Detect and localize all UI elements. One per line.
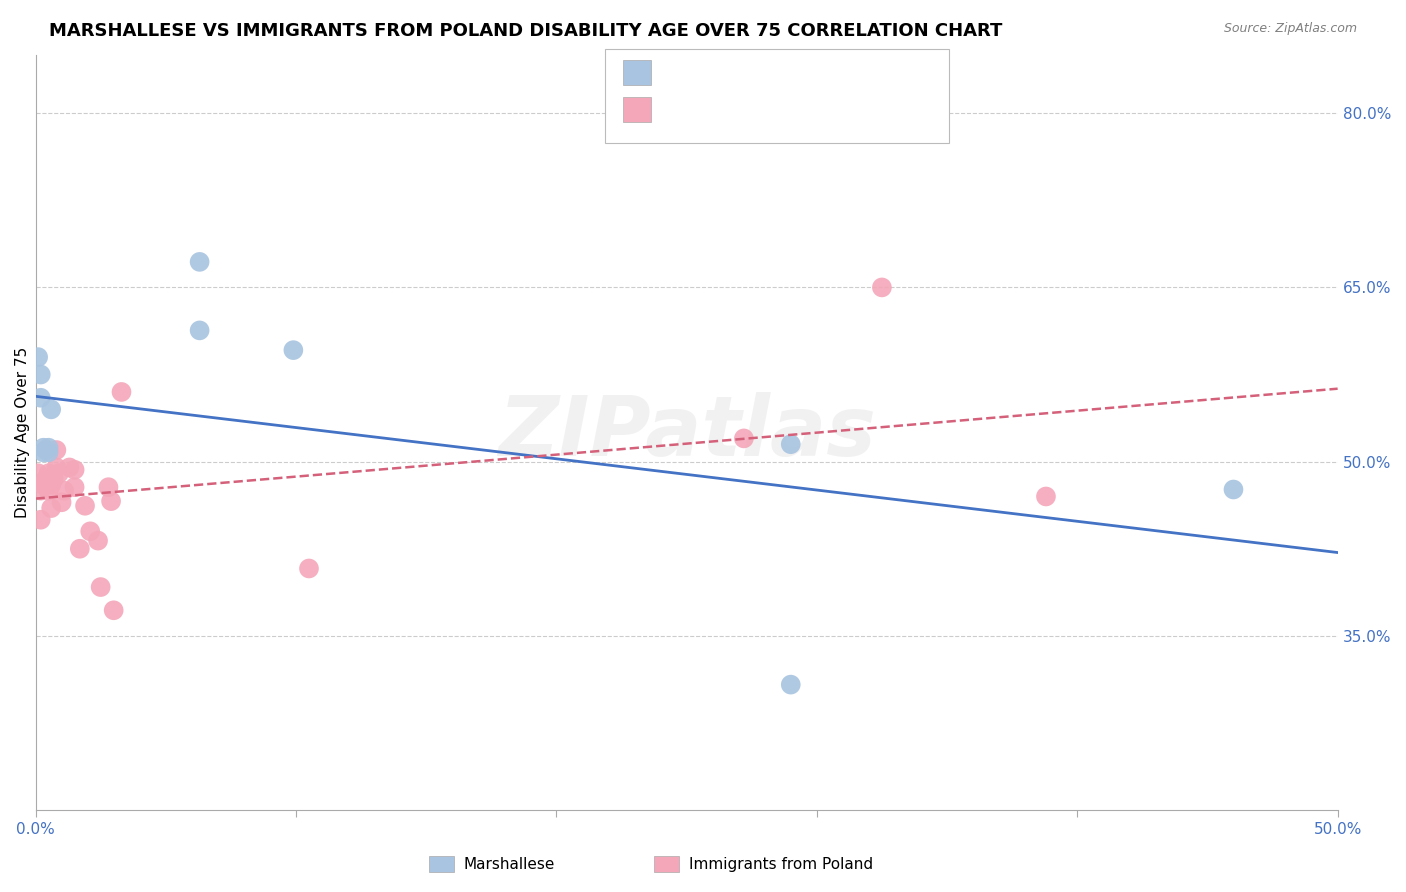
Point: [1222, 483, 1244, 497]
Text: MARSHALLESE VS IMMIGRANTS FROM POLAND DISABILITY AGE OVER 75 CORRELATION CHART: MARSHALLESE VS IMMIGRANTS FROM POLAND DI…: [49, 22, 1002, 40]
Point: [63, 480, 86, 494]
Text: Immigrants from Poland: Immigrants from Poland: [689, 857, 873, 871]
Point: [58, 460, 80, 475]
Text: R = -0.084   N = 15: R = -0.084 N = 15: [659, 63, 866, 81]
Point: [73, 499, 96, 513]
Point: [32, 478, 55, 492]
Point: [90, 580, 112, 594]
Point: [103, 603, 125, 617]
Point: [45, 443, 67, 458]
Point: [870, 280, 893, 294]
Point: [38, 467, 60, 481]
Text: Marshallese: Marshallese: [464, 857, 555, 871]
Y-axis label: Disability Age Over 75: Disability Age Over 75: [15, 347, 30, 518]
Point: [298, 561, 321, 575]
Point: [100, 494, 122, 508]
Point: [97, 480, 120, 494]
Point: [1035, 490, 1057, 504]
Point: [51, 495, 73, 509]
Point: [79, 524, 101, 539]
Point: [779, 437, 801, 451]
Point: [188, 255, 211, 269]
Point: [30, 513, 52, 527]
Point: [39, 501, 62, 516]
Point: [32, 445, 55, 459]
Point: [48, 467, 70, 481]
Point: [53, 483, 76, 498]
Point: [69, 541, 91, 556]
Text: R =  0.286   N = 32: R = 0.286 N = 32: [659, 101, 866, 119]
Point: [188, 323, 211, 337]
Point: [110, 384, 132, 399]
Point: [27, 467, 49, 481]
Point: [27, 350, 49, 364]
Point: [35, 443, 58, 458]
Point: [779, 678, 801, 692]
Point: [30, 391, 52, 405]
Point: [38, 483, 60, 498]
Point: [42, 472, 65, 486]
Point: [35, 443, 58, 458]
Point: [283, 343, 305, 358]
Point: [39, 478, 62, 492]
Point: [32, 441, 55, 455]
Point: [38, 445, 60, 459]
Point: [63, 463, 86, 477]
Text: ZIPatlas: ZIPatlas: [498, 392, 876, 473]
Point: [39, 402, 62, 417]
Point: [35, 472, 58, 486]
Point: [38, 441, 60, 455]
Point: [30, 368, 52, 382]
Point: [30, 483, 52, 498]
Point: [45, 460, 67, 475]
Text: Source: ZipAtlas.com: Source: ZipAtlas.com: [1223, 22, 1357, 36]
Point: [87, 533, 110, 548]
Point: [733, 431, 755, 445]
